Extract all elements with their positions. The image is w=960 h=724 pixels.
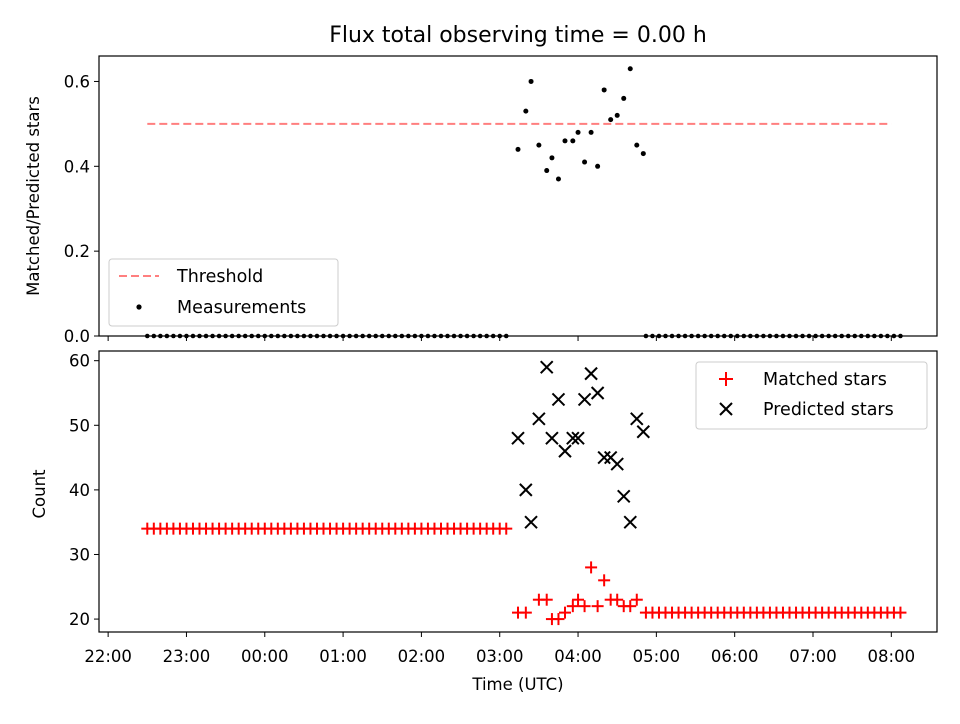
x-tick-label: 04:00 <box>554 647 602 666</box>
x-tick-label: 07:00 <box>789 647 837 666</box>
bottom-y-axis-label: Count <box>30 469 49 519</box>
measurement-point <box>570 138 576 144</box>
y-tick-label: 40 <box>69 481 90 500</box>
x-tick-label: 23:00 <box>163 647 211 666</box>
matched-star-marker <box>598 574 611 587</box>
measurement-point <box>515 146 521 152</box>
measurement-point <box>640 151 646 157</box>
matched-star-marker <box>519 606 532 619</box>
y-tick-label: 0.4 <box>64 157 90 176</box>
y-tick-label: 0.2 <box>64 242 90 261</box>
bottom-panel: 20 30 40 50 60 22:00 23:00 00:00 01:00 02:00 03:0… <box>30 336 938 694</box>
predicted-star-marker <box>571 431 585 445</box>
x-tick-label: 22:00 <box>84 647 132 666</box>
x-tick-label: 00:00 <box>241 647 289 666</box>
top-legend: Threshold Measurements <box>108 258 339 327</box>
matched-star-marker <box>566 600 579 613</box>
matched-star-marker <box>578 600 591 613</box>
y-tick-label: 0.0 <box>64 327 90 346</box>
predicted-star-marker <box>540 360 554 374</box>
legend-matched-swatch <box>719 372 733 386</box>
measurement-point <box>621 95 627 101</box>
measurement-point <box>627 66 633 72</box>
x-tick-label: 06:00 <box>711 647 759 666</box>
legend-matched-label: Matched stars <box>763 370 887 390</box>
bottom-legend-box <box>695 361 928 430</box>
measurement-point <box>555 176 561 182</box>
predicted-star-marker <box>590 386 605 400</box>
predicted-star-marker <box>584 366 598 381</box>
predicted-star-marker <box>566 431 580 445</box>
predicted-star-marker <box>511 431 525 445</box>
top-x-ticks <box>107 336 892 341</box>
top-axes-frame <box>98 55 938 337</box>
matched-star-marker <box>572 593 585 606</box>
top-y-axis-label: Matched/Predicted stars <box>24 96 43 296</box>
matched-star-marker <box>894 606 907 619</box>
measurement-point <box>544 168 550 174</box>
x-tick-label: 03:00 <box>476 647 524 666</box>
predicted-star-marker <box>636 425 651 439</box>
matched-star-marker <box>500 522 513 535</box>
predicted-star-marker <box>532 412 546 426</box>
predicted-star-marker <box>577 392 592 407</box>
predicted-star-marker <box>558 444 572 458</box>
bottom-legend: Matched stars Predicted stars <box>695 361 928 430</box>
y-tick-label: 60 <box>69 352 90 371</box>
matched-star-marker <box>585 561 598 574</box>
matched-star-marker <box>558 606 571 619</box>
predicted-star-marker <box>519 483 533 497</box>
y-tick-label: 50 <box>69 416 90 435</box>
x-tick-label: 08:00 <box>868 647 916 666</box>
measurement-point <box>582 159 588 165</box>
measurement-point <box>601 87 607 93</box>
measurement-point <box>523 108 529 114</box>
measurement-point <box>549 155 555 161</box>
x-axis-label: Time (UTC) <box>471 675 563 694</box>
measurement-point <box>528 78 534 84</box>
x-tick-label: 01:00 <box>319 647 367 666</box>
matched-star-marker <box>552 613 565 626</box>
bottom-y-ticks: 20 30 40 50 60 <box>69 352 99 629</box>
matched-star-marker <box>540 593 553 606</box>
legend-predicted-label: Predicted stars <box>763 400 894 420</box>
predicted-star-marker <box>630 412 644 426</box>
predicted-star-marker <box>551 392 566 407</box>
legend-measurements-swatch <box>136 304 142 310</box>
measurement-point <box>562 138 568 144</box>
predicted-star-marker <box>610 457 624 471</box>
predicted-star-marker <box>524 515 538 529</box>
top-y-ticks: 0.0 0.2 0.4 0.6 <box>64 72 99 346</box>
chart-title: Flux total observing time = 0.00 h <box>329 23 707 48</box>
bottom-axes-frame <box>98 350 938 633</box>
measurement-point <box>595 163 601 169</box>
predicted-star-marker <box>623 515 637 529</box>
measurement-point <box>588 129 594 135</box>
measurement-point <box>614 112 620 118</box>
top-legend-box <box>108 258 339 327</box>
x-tick-label: 02:00 <box>398 647 446 666</box>
measurement-point <box>634 142 640 148</box>
y-tick-label: 0.6 <box>64 72 90 91</box>
matched-star-marker <box>611 593 624 606</box>
y-tick-label: 30 <box>69 545 90 564</box>
legend-predicted-swatch <box>719 402 733 416</box>
x-tick-label: 05:00 <box>633 647 681 666</box>
y-tick-label: 20 <box>69 610 90 629</box>
top-panel: Flux total observing time = 0.00 h 0.00.… <box>24 23 938 346</box>
matched-star-marker <box>591 600 604 613</box>
predicted-star-marker <box>617 489 631 504</box>
bottom-x-ticks: 22:00 23:00 00:00 01:00 02:00 03:00 04:00 05:00… <box>84 632 915 666</box>
predicted-star-marker <box>545 431 559 445</box>
measurement-point <box>575 129 581 135</box>
predicted-star-marker <box>597 450 611 465</box>
legend-measurements-label: Measurements <box>177 298 306 318</box>
matched-star-marker <box>630 593 643 606</box>
measurement-point <box>608 117 614 123</box>
measurement-point <box>536 142 542 148</box>
matched-star-marker <box>624 600 637 613</box>
bottom-plot-marks <box>141 360 907 626</box>
legend-threshold-label: Threshold <box>176 267 263 287</box>
